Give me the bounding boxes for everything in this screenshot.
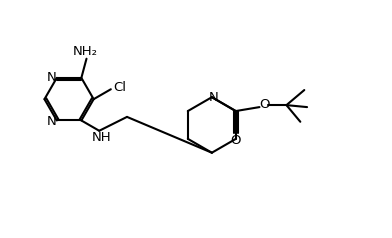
- Text: O: O: [230, 134, 241, 147]
- Text: NH₂: NH₂: [73, 45, 98, 58]
- Text: Cl: Cl: [113, 81, 126, 94]
- Text: N: N: [47, 71, 56, 84]
- Text: O: O: [259, 98, 269, 111]
- Text: NH: NH: [92, 131, 111, 144]
- Text: N: N: [47, 115, 56, 128]
- Text: N: N: [209, 91, 219, 104]
